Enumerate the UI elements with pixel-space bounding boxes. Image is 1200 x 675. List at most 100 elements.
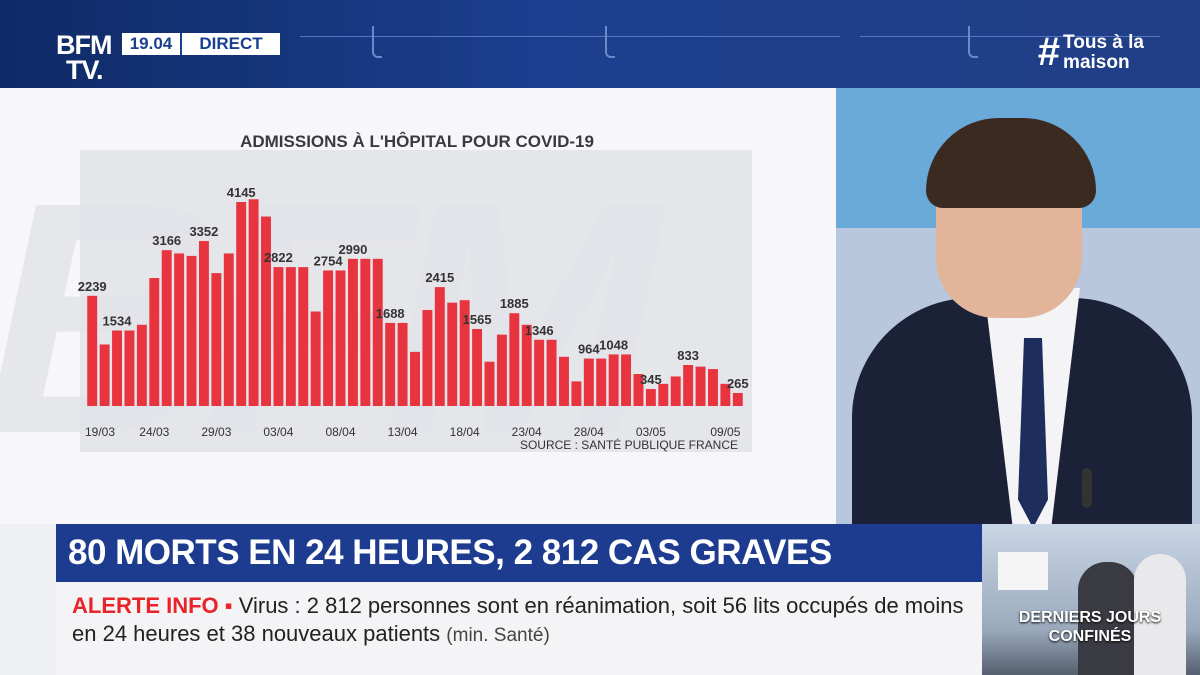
data-label: 2239 bbox=[78, 279, 107, 294]
bar bbox=[112, 330, 122, 406]
x-tick-label: 18/04 bbox=[450, 425, 480, 439]
thumbnail-sign bbox=[998, 552, 1048, 590]
bar bbox=[149, 278, 160, 406]
headline-banner: 80 MORTS EN 24 HEURES, 2 812 CAS GRAVES bbox=[56, 524, 982, 582]
bar bbox=[310, 311, 321, 406]
live-label: DIRECT bbox=[199, 34, 263, 53]
hashtag-badge: # Tous à la maison bbox=[1037, 30, 1144, 74]
bar bbox=[136, 324, 147, 406]
decor-line bbox=[300, 36, 840, 37]
bar bbox=[695, 366, 706, 406]
data-label: 833 bbox=[677, 348, 699, 363]
bar bbox=[422, 310, 433, 406]
bar bbox=[447, 302, 458, 406]
bar bbox=[211, 273, 222, 406]
bar bbox=[285, 267, 296, 406]
news-ticker: ALERTE INFO ▪ Virus : 2 812 personnes so… bbox=[56, 582, 982, 675]
thumbnail-person bbox=[1134, 554, 1186, 675]
bar bbox=[372, 258, 383, 406]
data-label: 1048 bbox=[599, 337, 628, 352]
bar bbox=[124, 330, 135, 406]
bar bbox=[645, 389, 656, 406]
bar bbox=[534, 339, 545, 406]
bar bbox=[323, 270, 334, 406]
bar bbox=[559, 356, 569, 406]
clock-badge: 19.04 DIRECT bbox=[122, 33, 280, 55]
bar bbox=[608, 354, 619, 406]
bar bbox=[298, 267, 309, 406]
ticker-text: ALERTE INFO ▪ Virus : 2 812 personnes so… bbox=[72, 592, 972, 650]
bar bbox=[571, 381, 582, 406]
bar bbox=[583, 358, 594, 406]
bar bbox=[360, 258, 371, 406]
data-label: 1534 bbox=[103, 314, 133, 329]
top-bar: BFM TV. 19.04 DIRECT # Tous à la maison bbox=[0, 0, 1200, 88]
bar bbox=[385, 322, 396, 406]
x-tick-label: 19/03 bbox=[85, 425, 115, 439]
presenter-tie bbox=[1018, 338, 1048, 524]
x-tick-label: 03/05 bbox=[636, 425, 666, 439]
bar bbox=[99, 344, 110, 406]
x-tick-label: 24/03 bbox=[139, 425, 169, 439]
data-label: 345 bbox=[640, 372, 662, 387]
bar bbox=[236, 202, 247, 406]
bar bbox=[248, 199, 259, 406]
bar bbox=[198, 241, 209, 406]
thumbnail-caption: DERNIERS JOURS CONFINÉS bbox=[990, 608, 1190, 646]
x-tick-label: 23/04 bbox=[512, 425, 542, 439]
bar bbox=[708, 369, 718, 406]
hashtag-line2: maison bbox=[1063, 52, 1130, 73]
data-label: 3166 bbox=[152, 233, 181, 248]
caption-line2: CONFINÉS bbox=[1048, 628, 1132, 645]
chart-source: SOURCE : SANTÉ PUBLIQUE FRANCE bbox=[520, 437, 738, 452]
ticker-message: Virus : 2 812 personnes sont en réanimat… bbox=[72, 593, 964, 646]
hashtag-text: Tous à la maison bbox=[1063, 33, 1144, 73]
data-label: 1346 bbox=[525, 323, 554, 338]
bar bbox=[223, 253, 234, 406]
ticker-source: (min. Santé) bbox=[446, 625, 550, 646]
decor-hook bbox=[968, 26, 978, 58]
data-label: 2990 bbox=[338, 242, 367, 257]
bar bbox=[633, 374, 644, 406]
bar bbox=[496, 334, 507, 406]
bar bbox=[658, 383, 669, 406]
bar bbox=[347, 258, 358, 406]
x-tick-label: 09/05 bbox=[710, 425, 740, 439]
bar bbox=[670, 376, 681, 406]
hashtag-line1: Tous à la bbox=[1063, 32, 1144, 53]
bar bbox=[397, 322, 408, 406]
x-tick-label: 08/04 bbox=[325, 425, 355, 439]
data-label: 4145 bbox=[227, 185, 256, 200]
hashtag-symbol: # bbox=[1037, 30, 1061, 74]
alert-label: ALERTE INFO ▪ bbox=[72, 593, 233, 618]
bar bbox=[161, 250, 172, 406]
bar bbox=[434, 287, 445, 406]
data-label: 265 bbox=[727, 376, 749, 391]
decor-hook bbox=[605, 26, 615, 58]
data-label: 1688 bbox=[376, 306, 405, 321]
data-label: 964 bbox=[578, 342, 600, 357]
microphone bbox=[1082, 468, 1092, 508]
data-label: 1565 bbox=[463, 312, 492, 327]
decor-line bbox=[860, 36, 1160, 37]
chart-title: ADMISSIONS À L'HÔPITAL POUR COVID-19 bbox=[240, 132, 594, 151]
bar-chart: ADMISSIONS À L'HÔPITAL POUR COVID-19 2239… bbox=[78, 132, 752, 452]
bar bbox=[621, 354, 632, 406]
bar bbox=[186, 255, 197, 406]
bar bbox=[484, 361, 495, 406]
bar bbox=[472, 328, 483, 406]
bar bbox=[410, 351, 420, 406]
thumbnail-person bbox=[1078, 562, 1138, 675]
bar bbox=[87, 295, 98, 406]
bar bbox=[273, 267, 284, 406]
bar bbox=[261, 216, 271, 406]
x-tick-label: 28/04 bbox=[574, 425, 604, 439]
x-tick-label: 13/04 bbox=[388, 425, 418, 439]
bar bbox=[732, 392, 743, 406]
x-tick-label: 29/03 bbox=[201, 425, 231, 439]
clock-time: 19.04 bbox=[122, 33, 182, 55]
bar bbox=[683, 365, 694, 406]
data-label: 2415 bbox=[425, 270, 454, 285]
logo-line2: TV. bbox=[66, 55, 104, 85]
data-label: 2822 bbox=[264, 250, 293, 265]
